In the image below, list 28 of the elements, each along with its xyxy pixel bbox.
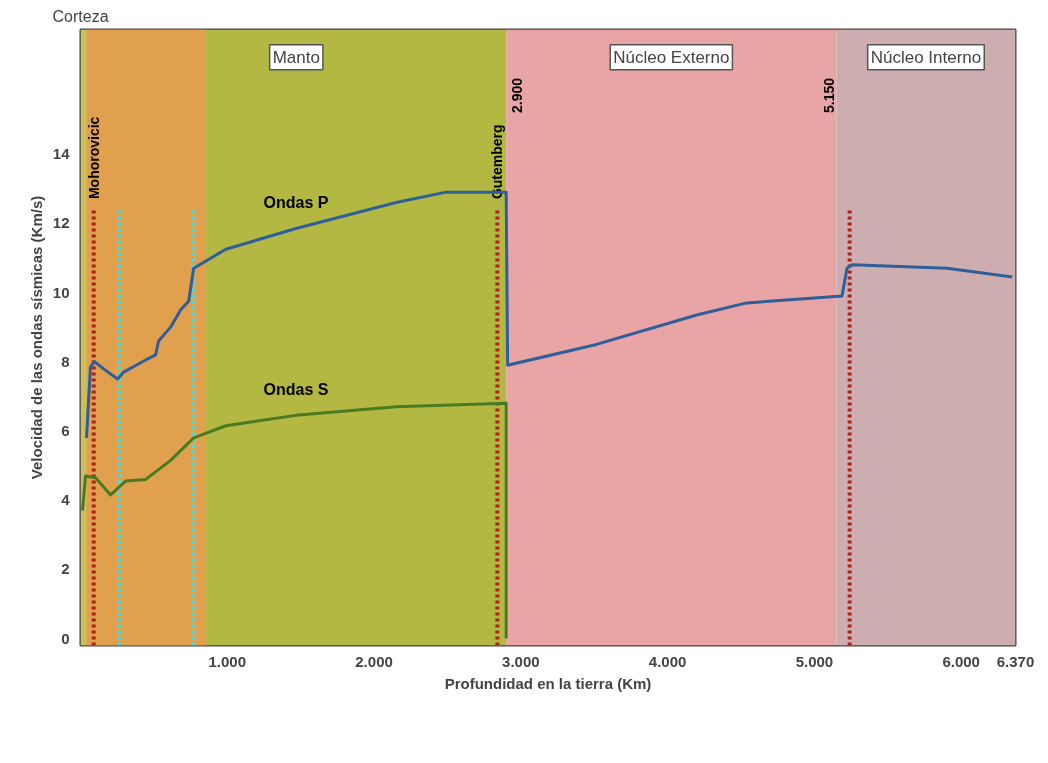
x-tick-label: 5.000 xyxy=(795,652,834,670)
series-label: Ondas S xyxy=(263,381,329,399)
band-label: Manto xyxy=(272,47,320,67)
annotation: 5.150 xyxy=(821,77,838,113)
x-axis-title: Profundidad en la tierra (Km) xyxy=(444,674,652,692)
y-tick-label: 6 xyxy=(61,421,70,439)
ref-line-label: Mohorovicic xyxy=(85,116,102,200)
annotation: 2.900 xyxy=(509,77,526,113)
x-tick-label: 2.000 xyxy=(355,652,393,670)
x-tick-label: 6.000 xyxy=(942,652,980,670)
x-tick-label: 4.000 xyxy=(648,652,687,670)
x-tick-label: 3.000 xyxy=(502,652,540,670)
ref-line-label: Gutemberg xyxy=(489,124,506,200)
y-axis-title: Velocidad de las ondas sísmicas (Km/s) xyxy=(27,195,45,480)
y-tick-label: 0 xyxy=(61,629,70,647)
y-tick-label: 10 xyxy=(52,283,70,301)
series-label: Ondas P xyxy=(263,194,329,212)
line-series xyxy=(81,401,508,641)
y-tick-label: 4 xyxy=(61,491,71,509)
y-tick-label: 12 xyxy=(52,214,70,232)
band-label: Núcleo Externo xyxy=(613,47,730,67)
band-label: Corteza xyxy=(52,7,109,25)
x-tick-label: 1.000 xyxy=(208,652,247,670)
x-tick-label: 6.370 xyxy=(996,652,1035,670)
y-tick-label: 2 xyxy=(61,560,70,578)
y-tick-label: 14 xyxy=(52,145,71,163)
band-label: Núcleo Interno xyxy=(870,47,982,67)
y-tick-label: 8 xyxy=(61,352,70,370)
